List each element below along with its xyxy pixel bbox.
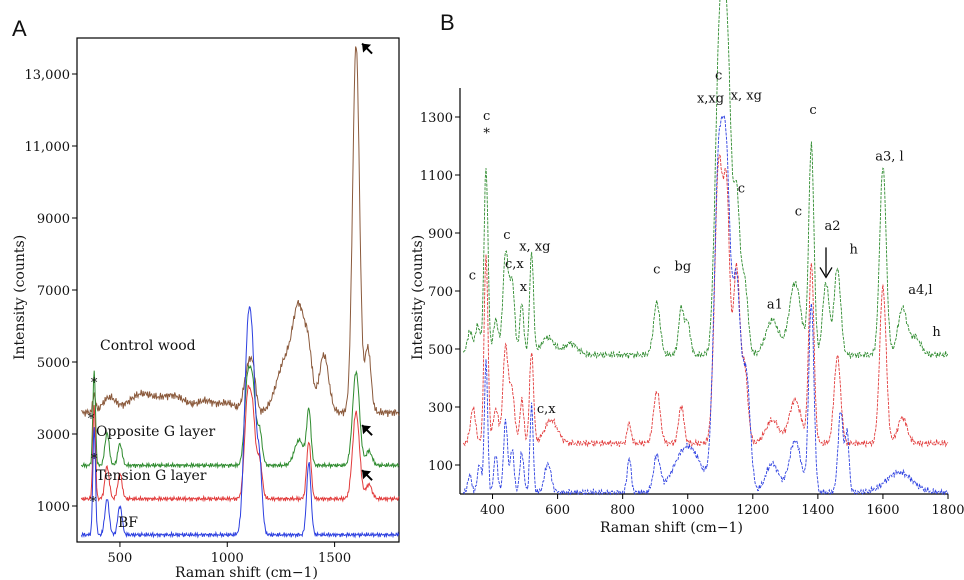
x-tick-label: 1400: [801, 503, 834, 518]
x-tick-label: 1000: [671, 503, 704, 518]
peak-annotation: bg: [675, 260, 692, 275]
series-line: [80, 306, 400, 539]
series-line: [462, 154, 949, 449]
chart-panel-b: 100 300 500 700 900 1100 1300 400 600 800 1000 120…: [410, 0, 964, 536]
series-line: [462, 114, 949, 496]
y-tick-label: 7000: [37, 284, 70, 299]
x-tick-label: 600: [545, 503, 570, 518]
peak-annotation: c: [795, 205, 802, 220]
y-tick-label: 3000: [37, 428, 70, 443]
series-label: Control wood: [100, 338, 196, 354]
peak-annotation: x, xg: [519, 239, 550, 254]
x-tick-label: 1800: [931, 503, 964, 518]
peak-annotation: *: [91, 376, 98, 391]
series-line: [462, 0, 949, 359]
series-label: Tension G layer: [96, 468, 207, 484]
y-tick-label: 100: [428, 459, 453, 474]
peak-annotation: a3, l: [875, 150, 903, 165]
peak-annotation: c: [715, 68, 722, 83]
series-line: [81, 46, 400, 417]
chart-panel-a: 1000 3000 5000 7000 9000 11,000 13,000 500 1000…: [12, 37, 400, 580]
peak-annotation: *: [483, 126, 490, 141]
peak-annotation: *: [90, 495, 97, 510]
y-tick-label: 11,000: [25, 140, 71, 155]
arrow-head: [362, 425, 372, 435]
peak-annotation: c,x: [537, 402, 556, 417]
peak-annotation: c: [503, 228, 510, 243]
panel-letter-a: A: [12, 16, 27, 41]
x-axis-label-a: Raman shift (cm−1): [175, 565, 318, 580]
y-tick-label: 1300: [420, 111, 453, 126]
x-tick-label: 1600: [866, 503, 899, 518]
y-axis-label-a: Intensity (counts): [12, 235, 28, 360]
peak-annotation: c: [469, 268, 476, 283]
peak-annotation: h: [932, 325, 941, 340]
y-tick-label: 9000: [37, 212, 70, 227]
x-tick-label: 400: [480, 503, 505, 518]
peak-annotation: a1: [767, 297, 783, 312]
peak-annotation: a4,l: [908, 283, 932, 298]
arrow-head: [819, 267, 833, 279]
peak-annotation: a2: [824, 219, 840, 234]
panel-letter-b: B: [440, 10, 455, 35]
peak-annotation: *: [91, 452, 98, 467]
peak-annotation: c: [809, 103, 816, 118]
x-tick-label: 1200: [736, 503, 769, 518]
x-axis-label-b: Raman shift (cm−1): [600, 520, 743, 536]
peak-annotation: c: [738, 181, 745, 196]
peak-annotation: h: [849, 242, 858, 257]
y-tick-label: 1000: [37, 500, 70, 515]
y-axis-label-b: Intensity (counts): [410, 235, 426, 360]
x-tick-label: 500: [108, 551, 133, 566]
peak-annotation: x,xg: [697, 92, 724, 107]
x-tick-label: 1500: [318, 551, 351, 566]
peak-annotation: x: [520, 280, 528, 295]
peak-annotation: x, xg: [731, 89, 762, 104]
y-tick-label: 300: [428, 401, 453, 416]
y-tick-label: 5000: [37, 356, 70, 371]
peak-annotation: c: [483, 109, 490, 124]
y-tick-label: 700: [428, 285, 453, 300]
x-tick-label: 1000: [211, 551, 244, 566]
y-tick-label: 900: [428, 227, 453, 242]
x-tick-label: 800: [610, 503, 635, 518]
series-line: [80, 384, 400, 503]
peak-annotation: *: [88, 412, 95, 427]
arrow-head: [362, 470, 372, 480]
peak-annotation: c,x: [505, 257, 524, 272]
arrow-head: [362, 43, 372, 53]
y-tick-label: 13,000: [25, 68, 71, 83]
series-label: BF: [118, 515, 138, 531]
peak-annotation: c: [653, 263, 660, 278]
series-line: [80, 364, 400, 470]
y-tick-label: 1100: [420, 169, 453, 184]
series-label: Opposite G layer: [96, 424, 216, 440]
y-tick-label: 500: [428, 343, 453, 358]
